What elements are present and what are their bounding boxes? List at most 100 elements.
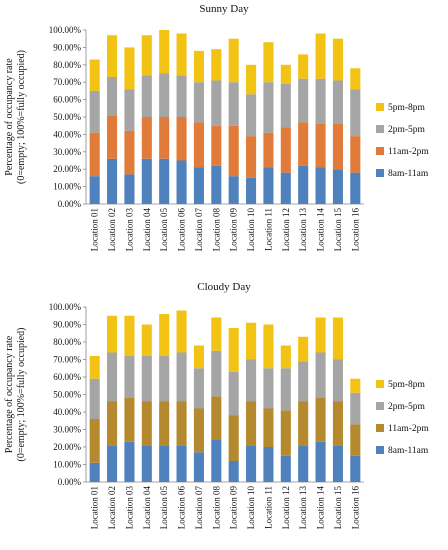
y-tick-label: 10.00% xyxy=(53,460,81,470)
bar-segment-5pm-8pm xyxy=(246,64,257,95)
legend-label: 11am-2pm xyxy=(388,147,429,157)
bar-segment-5pm-8pm xyxy=(211,317,222,351)
bar-segment-5pm-8pm xyxy=(298,336,309,362)
x-tick-label: Location 03 xyxy=(124,486,134,530)
bar-segment-2pm-5pm xyxy=(211,80,222,126)
bar-segment-11am-2pm xyxy=(176,117,187,161)
bar-segment-11am-2pm xyxy=(89,419,100,463)
bar-segment-5pm-8pm xyxy=(211,49,222,81)
x-tick-label: Location 15 xyxy=(333,486,343,530)
bar-segment-5pm-8pm xyxy=(89,356,100,379)
bar-segment-2pm-5pm xyxy=(280,83,291,128)
bar-segment-2pm-5pm xyxy=(263,82,274,133)
x-tick-label: Location 10 xyxy=(246,486,256,530)
x-tick-label: Location 01 xyxy=(90,208,100,251)
bar-segment-5pm-8pm xyxy=(280,345,291,369)
bar-segment-2pm-5pm xyxy=(298,361,309,402)
bar-segment-11am-2pm xyxy=(263,408,274,447)
bar-segment-8am-11am xyxy=(298,445,309,482)
bar-segment-11am-2pm xyxy=(159,401,170,446)
bar-segment-2pm-5pm xyxy=(350,392,361,425)
x-tick-label: Location 14 xyxy=(316,208,326,252)
bar-segment-11am-2pm xyxy=(141,117,152,159)
y-tick-label: 10.00% xyxy=(53,182,81,192)
x-tick-label: Location 12 xyxy=(281,486,291,529)
bar-segment-2pm-5pm xyxy=(280,368,291,411)
bar-segment-5pm-8pm xyxy=(124,47,135,90)
bar-segment-5pm-8pm xyxy=(228,38,239,83)
bar-segment-8am-11am xyxy=(263,167,274,204)
bar-segment-11am-2pm xyxy=(211,125,222,166)
bar-segment-8am-11am xyxy=(332,169,343,204)
x-tick-label: Location 08 xyxy=(211,208,221,252)
bar-segment-11am-2pm xyxy=(107,401,118,446)
legend-swatch xyxy=(376,424,384,432)
y-tick-label: 80.00% xyxy=(53,337,81,347)
bar-segment-11am-2pm xyxy=(176,401,187,446)
bar-segment-8am-11am xyxy=(124,174,135,204)
legend-label: 11am-2pm xyxy=(388,424,429,434)
bar-segment-8am-11am xyxy=(280,455,291,482)
bar-segment-8am-11am xyxy=(124,441,135,482)
y-tick-label: 100.00% xyxy=(49,25,82,35)
bar-segment-2pm-5pm xyxy=(246,359,257,402)
bar-segment-2pm-5pm xyxy=(124,89,135,131)
bar-segment-5pm-8pm xyxy=(350,378,361,393)
bar-segment-2pm-5pm xyxy=(263,368,274,409)
bar-segment-11am-2pm xyxy=(315,398,326,442)
y-tick-label: 0.00% xyxy=(58,199,82,209)
bar-segment-5pm-8pm xyxy=(141,324,152,356)
cloudy-day-chart: Cloudy Day Percentage of occupancy rate(0… xyxy=(4,281,429,529)
y-tick-label: 40.00% xyxy=(53,407,81,417)
legend-swatch xyxy=(376,103,384,111)
bar-segment-2pm-5pm xyxy=(107,352,118,402)
bar-segment-5pm-8pm xyxy=(107,35,118,77)
bar-segment-8am-11am xyxy=(263,447,274,482)
bar-segment-2pm-5pm xyxy=(298,78,309,123)
x-tick-label: Location 03 xyxy=(124,208,134,252)
bar-segment-11am-2pm xyxy=(124,398,135,442)
x-tick-label: Location 08 xyxy=(211,486,221,530)
bar-segment-11am-2pm xyxy=(280,410,291,456)
bar-segment-11am-2pm xyxy=(332,401,343,446)
bar-segment-5pm-8pm xyxy=(350,68,361,90)
bar-segment-11am-2pm xyxy=(246,136,257,178)
y-tick-label: 80.00% xyxy=(53,60,81,70)
bar-segment-2pm-5pm xyxy=(332,80,343,124)
x-tick-label: Location 11 xyxy=(263,208,273,251)
legend-swatch xyxy=(376,125,384,133)
bar-segment-11am-2pm xyxy=(350,424,361,456)
bar-segment-5pm-8pm xyxy=(193,50,204,83)
legend-swatch xyxy=(376,446,384,454)
bar-segment-5pm-8pm xyxy=(107,315,118,353)
x-tick-label: Location 09 xyxy=(229,208,239,252)
bar-segment-11am-2pm xyxy=(89,132,100,177)
bar-segment-5pm-8pm xyxy=(332,317,343,360)
bar-segment-8am-11am xyxy=(298,165,309,204)
bar-segment-8am-11am xyxy=(159,158,170,204)
bar-segment-8am-11am xyxy=(246,445,257,482)
bar-segment-2pm-5pm xyxy=(141,356,152,402)
bar-segment-2pm-5pm xyxy=(159,73,170,117)
bar-segment-2pm-5pm xyxy=(107,76,118,116)
legend-swatch xyxy=(376,402,384,410)
x-tick-label: Location 06 xyxy=(177,486,187,530)
bar-segment-5pm-8pm xyxy=(246,322,257,360)
bar-segment-8am-11am xyxy=(228,176,239,204)
bar-segment-11am-2pm xyxy=(298,401,309,446)
bar-segment-8am-11am xyxy=(176,160,187,204)
bar-segment-8am-11am xyxy=(141,158,152,204)
bar-segment-2pm-5pm xyxy=(315,352,326,398)
bar-segment-5pm-8pm xyxy=(263,42,274,83)
y-tick-label: 30.00% xyxy=(53,147,81,157)
bar-segment-8am-11am xyxy=(315,441,326,482)
bar-segment-2pm-5pm xyxy=(89,378,100,419)
bar-segment-11am-2pm xyxy=(228,125,239,177)
bar-segment-11am-2pm xyxy=(246,401,257,446)
y-tick-label: 60.00% xyxy=(53,95,81,105)
bar-segment-5pm-8pm xyxy=(89,59,100,91)
bar-segment-2pm-5pm xyxy=(159,356,170,402)
x-tick-label: Location 13 xyxy=(298,208,308,252)
legend-swatch xyxy=(376,380,384,388)
x-tick-label: Location 13 xyxy=(298,486,308,530)
